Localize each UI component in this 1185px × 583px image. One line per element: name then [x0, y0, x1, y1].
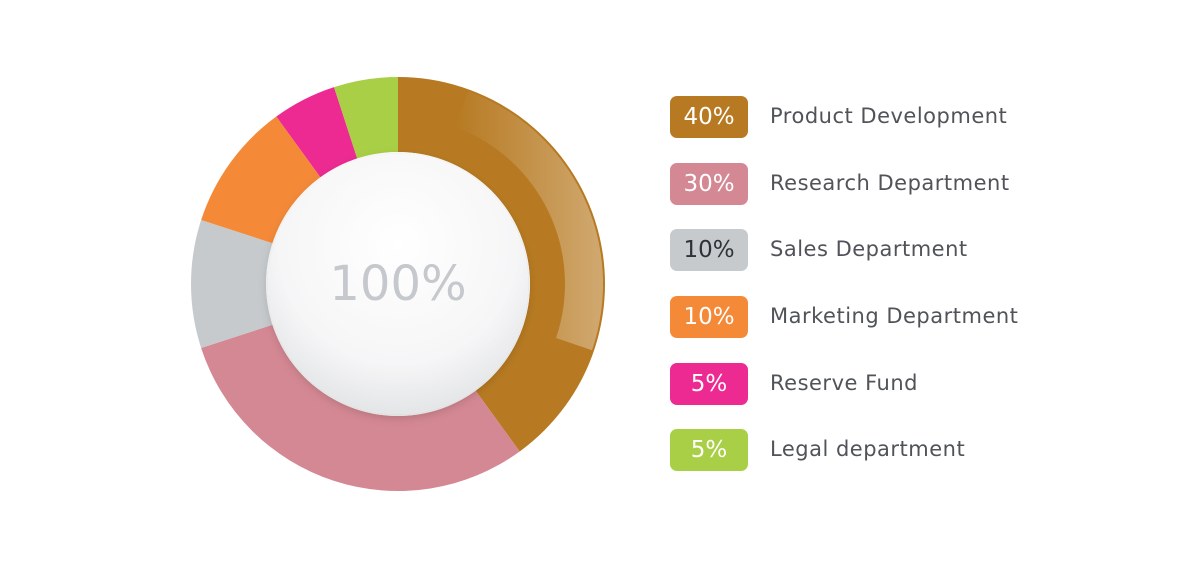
- legend-item-legal-department: 5% Legal department: [670, 429, 1120, 471]
- legend-item-research-department: 30% Research Department: [670, 163, 1120, 205]
- donut-hole: [268, 154, 528, 414]
- donut-slices: [191, 77, 605, 492]
- donut-slice-marketing-department: [201, 116, 321, 244]
- legend-item-marketing-department: 10% Marketing Department: [670, 296, 1120, 338]
- donut-slice-research-department: [201, 324, 520, 492]
- legend-badge: 40%: [670, 96, 748, 138]
- legend-badge: 10%: [670, 229, 748, 271]
- donut-slice-legal-department: [334, 77, 398, 159]
- legend-item-reserve-fund: 5% Reserve Fund: [670, 363, 1120, 405]
- legend-badge: 30%: [670, 163, 748, 205]
- legend-label: Research Department: [770, 171, 1010, 195]
- legend-label: Legal department: [770, 437, 966, 461]
- legend-badge: 5%: [670, 429, 748, 471]
- legend-label: Marketing Department: [770, 304, 1019, 328]
- legend-badge: 10%: [670, 296, 748, 338]
- center-total-label: 100%: [329, 256, 467, 312]
- legend-label: Product Development: [770, 104, 1008, 128]
- donut-slice-reserve-fund: [276, 87, 358, 178]
- legend-label: Reserve Fund: [770, 371, 918, 395]
- legend-badge: 5%: [670, 363, 748, 405]
- legend-item-product-development: 40% Product Development: [670, 96, 1120, 138]
- legend-label: Sales Department: [770, 237, 968, 261]
- slice-highlight: [455, 91, 603, 351]
- donut-slice-sales-department: [191, 220, 273, 348]
- legend-item-sales-department: 10% Sales Department: [670, 229, 1120, 271]
